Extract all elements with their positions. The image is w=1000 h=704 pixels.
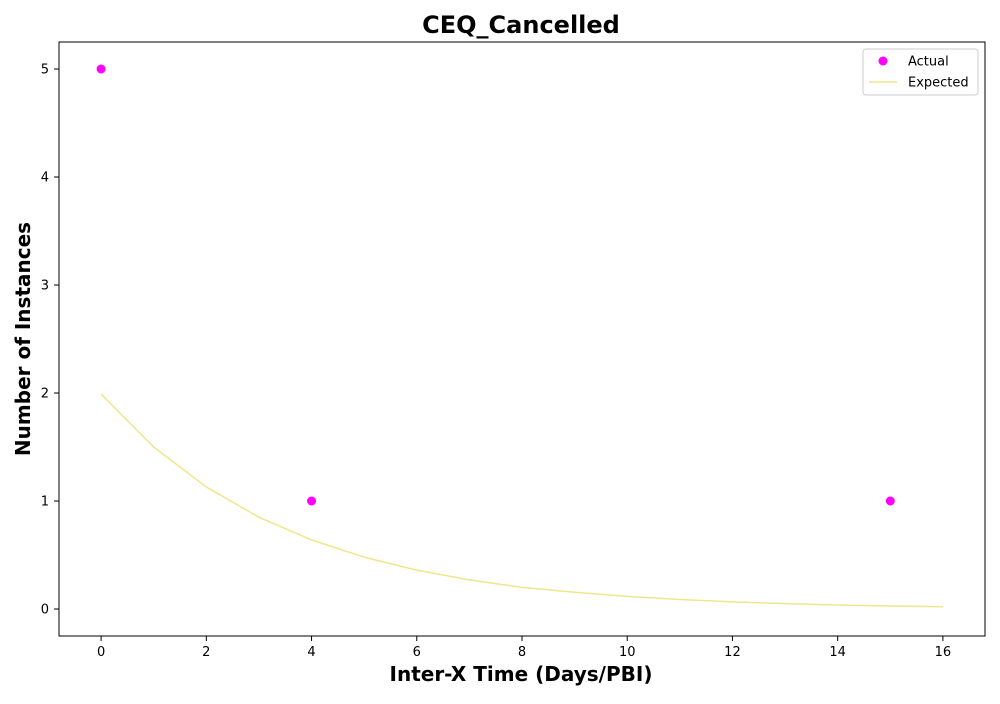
x-tick-label: 6 [413,645,421,660]
plot-frame [58,41,986,637]
y-tick-label: 4 [41,171,49,186]
x-tick-label: 10 [619,645,636,660]
y-tick-label: 5 [41,63,49,78]
legend-label: Actual [908,55,949,70]
chart-title: CEQ_Cancelled [422,11,620,39]
y-tick-label: 2 [41,387,49,402]
legend-box [862,48,979,96]
x-tick-label: 8 [518,645,526,660]
legend: Actual Expected [862,48,979,96]
y-axis-label: Number of Instances [11,222,35,456]
data-point-actual [307,496,317,506]
series-line-expected [100,393,943,608]
x-tick-label: 4 [307,645,315,660]
y-tick-label: 3 [41,279,49,294]
x-axis-label: Inter-X Time (Days/PBI) [390,662,653,686]
data-point-actual [885,496,895,506]
x-tick-label: 12 [724,645,741,660]
y-tick-label: 1 [41,495,49,510]
legend-label: Expected [908,76,969,91]
x-tick-label: 2 [202,645,210,660]
data-point-actual [96,64,106,74]
x-tick-label: 16 [935,645,952,660]
y-tick-label: 0 [41,603,49,618]
x-tick-label: 14 [829,645,846,660]
legend-marker-actual [878,56,888,66]
x-tick-label: 0 [97,645,105,660]
